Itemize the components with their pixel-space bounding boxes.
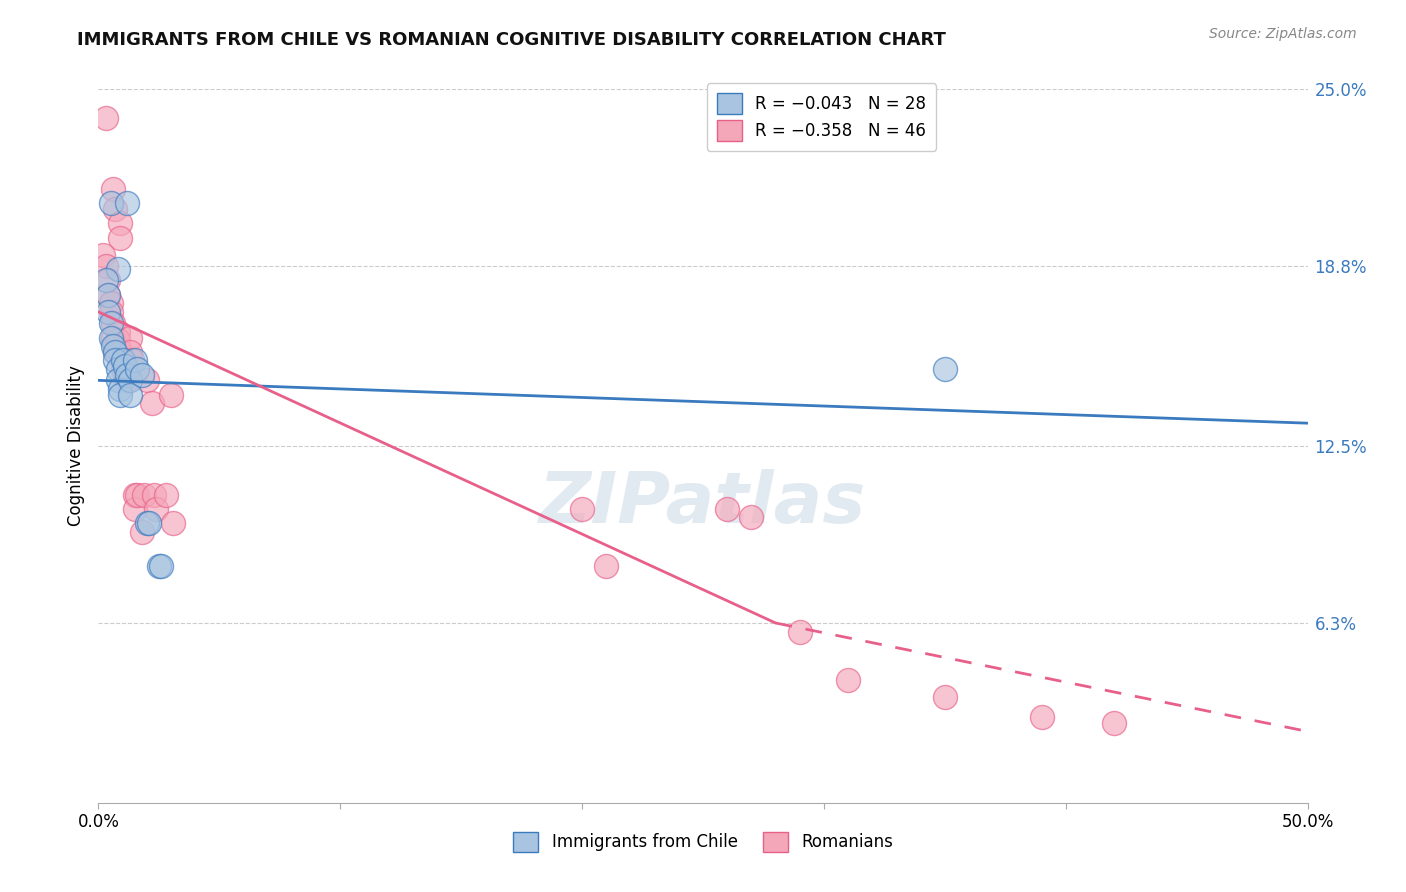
Point [118, 373, 141, 387]
Point [121, 353, 143, 368]
Point [118, 387, 141, 401]
Point [104, 344, 127, 359]
Point [740, 510, 762, 524]
Point [107, 373, 129, 387]
Point [108, 344, 131, 359]
Point [107, 334, 129, 348]
Point [97, 287, 120, 301]
Point [155, 487, 177, 501]
Point [1031, 710, 1053, 724]
Point [143, 487, 166, 501]
Point [117, 373, 139, 387]
Point [135, 516, 157, 530]
Point [94, 111, 117, 125]
Point [145, 501, 167, 516]
Point [160, 387, 183, 401]
Point [131, 368, 153, 382]
Text: IMMIGRANTS FROM CHILE VS ROMANIAN COGNITIVE DISABILITY CORRELATION CHART: IMMIGRANTS FROM CHILE VS ROMANIAN COGNIT… [77, 31, 946, 49]
Point [108, 382, 131, 396]
Point [117, 196, 139, 211]
Point [148, 558, 170, 573]
Point [141, 396, 163, 410]
Point [91, 248, 114, 262]
Point [595, 558, 617, 573]
Point [107, 325, 129, 339]
Text: ZIPatlas: ZIPatlas [540, 468, 866, 538]
Point [100, 316, 122, 330]
Point [100, 305, 122, 319]
Legend: Immigrants from Chile, Romanians: Immigrants from Chile, Romanians [506, 825, 900, 859]
Point [97, 273, 120, 287]
Point [124, 501, 146, 516]
Text: Source: ZipAtlas.com: Source: ZipAtlas.com [1209, 27, 1357, 41]
Point [97, 287, 120, 301]
Point [1102, 715, 1125, 730]
Point [100, 330, 122, 344]
Point [94, 259, 117, 273]
Point [94, 273, 117, 287]
Point [124, 487, 146, 501]
Point [934, 362, 956, 376]
Point [101, 316, 124, 330]
Point [716, 501, 738, 516]
Point [837, 673, 859, 687]
Point [789, 624, 811, 639]
Point [100, 296, 122, 310]
Point [108, 387, 131, 401]
Point [104, 353, 127, 368]
Point [111, 362, 134, 376]
Point [101, 182, 124, 196]
Point [97, 305, 120, 319]
Point [111, 353, 134, 368]
Point [111, 353, 134, 368]
Point [118, 344, 141, 359]
Point [134, 487, 156, 501]
Point [571, 501, 593, 516]
Point [124, 353, 146, 368]
Point [104, 344, 127, 359]
Point [934, 690, 956, 705]
Point [127, 487, 149, 501]
Point [114, 368, 136, 382]
Y-axis label: Cognitive Disability: Cognitive Disability [66, 366, 84, 526]
Point [117, 368, 139, 382]
Point [162, 516, 184, 530]
Point [127, 362, 149, 376]
Point [131, 524, 153, 539]
Point [100, 196, 122, 211]
Point [104, 202, 127, 216]
Point [101, 339, 124, 353]
Point [107, 262, 129, 277]
Point [104, 339, 127, 353]
Point [101, 330, 124, 344]
Point [150, 558, 173, 573]
Point [114, 359, 136, 373]
Point [108, 216, 131, 230]
Point [108, 230, 131, 244]
Point [107, 362, 129, 376]
Point [135, 373, 157, 387]
Point [118, 330, 141, 344]
Point [138, 516, 160, 530]
